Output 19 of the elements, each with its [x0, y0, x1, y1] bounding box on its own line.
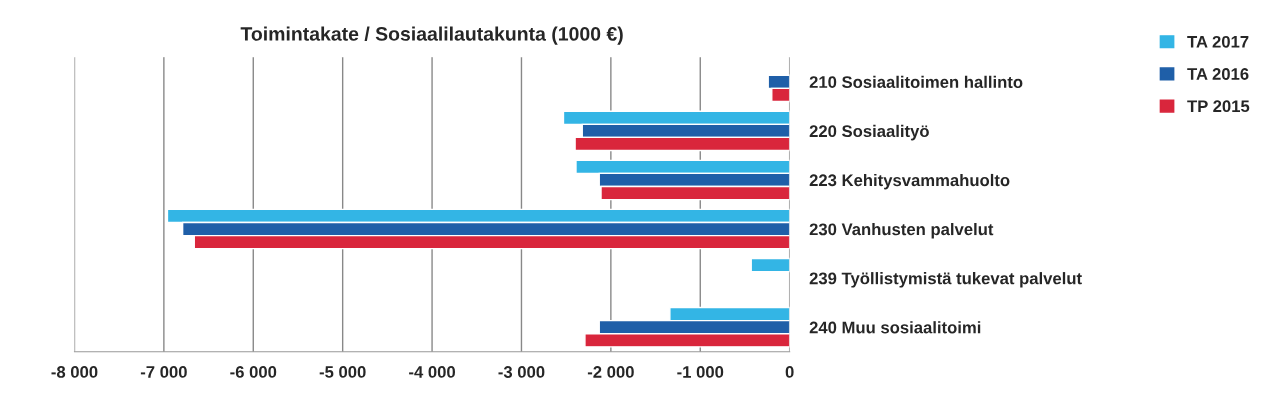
- y-tick-label: 240 Muu sosiaalitoimi: [809, 321, 981, 334]
- y-tick-label: 230 Vanhusten palvelut: [809, 223, 994, 239]
- chart-title: Toimintakate / Sosiaalilautakunta (1000 €): [240, 26, 623, 45]
- x-tick-label: 0: [785, 366, 794, 378]
- x-tick-label: -7 000: [140, 366, 187, 378]
- x-tick-label: -1 000: [677, 366, 724, 378]
- y-tick-label: 223 Kehitysvammahuolto: [809, 173, 1010, 190]
- y-tick-label: 210 Sosiaalitoimen hallinto: [809, 75, 1023, 88]
- x-tick-label: -8 000: [51, 366, 98, 378]
- x-tick-label: -3 000: [498, 366, 545, 378]
- y-tick-label: 239 Työllistymistä tukevat palvelut: [809, 272, 1082, 288]
- legend-label: TA 2016: [1187, 68, 1249, 80]
- legend-label: TP 2015: [1187, 100, 1250, 113]
- legend-label: TA 2017: [1187, 35, 1249, 48]
- y-tick-label: 220 Sosiaalityö: [809, 124, 929, 141]
- x-tick-label: -5 000: [319, 366, 366, 378]
- x-tick-label: -6 000: [230, 366, 277, 378]
- x-tick-label: -2 000: [587, 366, 634, 378]
- x-tick-label: -4 000: [409, 366, 456, 378]
